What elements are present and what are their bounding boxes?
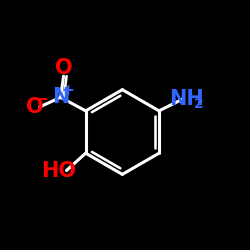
Text: NH: NH [170, 89, 204, 109]
Text: O: O [26, 97, 44, 117]
Text: +: + [62, 82, 74, 98]
Text: N: N [52, 88, 69, 108]
Text: HO: HO [41, 160, 76, 180]
Text: 2: 2 [194, 96, 203, 110]
Text: −: − [35, 92, 48, 107]
Text: O: O [55, 58, 72, 78]
